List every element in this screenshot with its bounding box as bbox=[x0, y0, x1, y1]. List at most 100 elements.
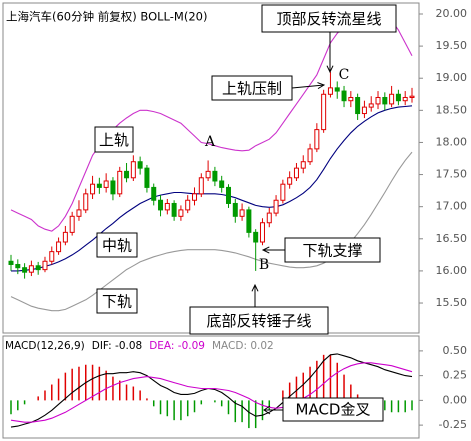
candle-body bbox=[171, 202, 177, 217]
candle-body bbox=[348, 96, 354, 102]
candle-body bbox=[178, 209, 184, 217]
candle-body bbox=[192, 193, 198, 201]
candle-body bbox=[130, 161, 136, 179]
candle-body bbox=[314, 129, 320, 150]
y-tick-label: 0.50 bbox=[443, 344, 468, 357]
annotation-box bbox=[96, 232, 138, 258]
arrow bbox=[291, 84, 325, 89]
candle-body bbox=[151, 186, 157, 201]
candle-body bbox=[232, 202, 238, 217]
candle-body bbox=[341, 90, 347, 102]
candle-body bbox=[334, 87, 340, 92]
series-line bbox=[11, 105, 413, 272]
y-tick-label: 18.50 bbox=[436, 103, 468, 116]
candle-body bbox=[212, 170, 218, 182]
candle-body bbox=[287, 177, 293, 185]
annotation-box bbox=[94, 126, 134, 153]
candle-body bbox=[395, 93, 401, 102]
candle-body bbox=[8, 260, 14, 265]
annotation-box bbox=[261, 4, 397, 33]
candle-body bbox=[83, 193, 89, 211]
point-label: A bbox=[204, 134, 216, 150]
candle-body bbox=[35, 265, 41, 271]
candle-body bbox=[49, 251, 55, 262]
macd-panel-frame bbox=[2, 335, 420, 439]
candle-body bbox=[28, 265, 34, 273]
y-tick-label: 0.25 bbox=[443, 369, 468, 382]
candle-body bbox=[117, 170, 123, 195]
annotation-box bbox=[96, 288, 138, 314]
series-line bbox=[10, 362, 413, 423]
y-tick-label: 0.00 bbox=[443, 393, 468, 406]
candle-body bbox=[389, 93, 395, 105]
annotation-text: 上轨压制 bbox=[222, 80, 282, 98]
annotation-text: 中轨 bbox=[102, 237, 132, 255]
point-label: B bbox=[259, 257, 269, 273]
annotation-box bbox=[211, 75, 293, 101]
y-tick-label: 15.50 bbox=[436, 296, 468, 309]
indicator-label: DEA: -0.09 bbox=[149, 340, 205, 352]
annotation-text: 下轨支撑 bbox=[302, 242, 362, 260]
annotation-text: MACD金叉 bbox=[296, 401, 371, 419]
y-tick-label: 17.50 bbox=[436, 168, 468, 181]
candle-body bbox=[293, 167, 299, 179]
arrow-head bbox=[263, 405, 271, 415]
y-tick-label: 19.50 bbox=[436, 39, 468, 52]
y-tick-label: 20.00 bbox=[436, 7, 468, 20]
indicator-label: MACD: 0.02 bbox=[212, 340, 274, 352]
candle-body bbox=[76, 209, 82, 217]
candle-body bbox=[185, 199, 191, 211]
candle-body bbox=[259, 222, 265, 243]
candle-body bbox=[219, 180, 225, 188]
arrow-head bbox=[317, 82, 326, 90]
candle-body bbox=[56, 241, 62, 253]
annotation-text: 上轨 bbox=[99, 131, 129, 149]
y-tick-label: 18.00 bbox=[436, 135, 468, 148]
candle-body bbox=[375, 96, 381, 105]
y-tick-label: 16.00 bbox=[436, 264, 468, 277]
annotation-text: 下轨 bbox=[102, 293, 132, 311]
candle-body bbox=[266, 212, 272, 224]
arrow-head bbox=[326, 65, 334, 74]
candle-body bbox=[402, 96, 408, 102]
arrow-head bbox=[251, 283, 259, 292]
y-tick-label: 17.00 bbox=[436, 200, 468, 213]
candle-body bbox=[321, 93, 327, 131]
candle-body bbox=[22, 267, 28, 273]
annotation-text: 底部反转锤子线 bbox=[206, 312, 311, 330]
candle-body bbox=[361, 106, 367, 115]
candle-body bbox=[273, 199, 279, 214]
indicator-label: MACD(12,26,9) bbox=[5, 340, 85, 352]
candle-body bbox=[103, 180, 109, 188]
candle-body bbox=[15, 263, 21, 269]
annotation-box bbox=[284, 237, 381, 263]
candle-body bbox=[124, 170, 130, 179]
annotation-box bbox=[189, 306, 329, 335]
candle-body bbox=[368, 103, 374, 108]
candle-body bbox=[90, 183, 96, 195]
candle-body bbox=[144, 167, 150, 188]
candle-body bbox=[246, 209, 252, 233]
y-tick-label: 16.50 bbox=[436, 232, 468, 245]
indicator-label: DIF: -0.08 bbox=[92, 340, 142, 352]
candle-body bbox=[42, 260, 48, 271]
candle-body bbox=[198, 177, 204, 195]
candle-body bbox=[300, 161, 306, 169]
annotation-text: 顶部反转流星线 bbox=[276, 10, 381, 28]
y-tick-label: -0.25 bbox=[439, 418, 467, 431]
candle-body bbox=[96, 183, 102, 188]
candle-body bbox=[62, 231, 68, 243]
candle-body bbox=[355, 96, 361, 115]
candle-body bbox=[409, 95, 415, 98]
candle-body bbox=[110, 180, 116, 195]
candle-body bbox=[382, 96, 388, 105]
candle-body bbox=[205, 170, 211, 179]
candle-body bbox=[280, 183, 286, 201]
candle-body bbox=[253, 231, 259, 243]
candle-body bbox=[158, 199, 164, 211]
candle-body bbox=[239, 209, 245, 217]
y-tick-label: 19.00 bbox=[436, 71, 468, 84]
point-label: C bbox=[339, 67, 350, 83]
